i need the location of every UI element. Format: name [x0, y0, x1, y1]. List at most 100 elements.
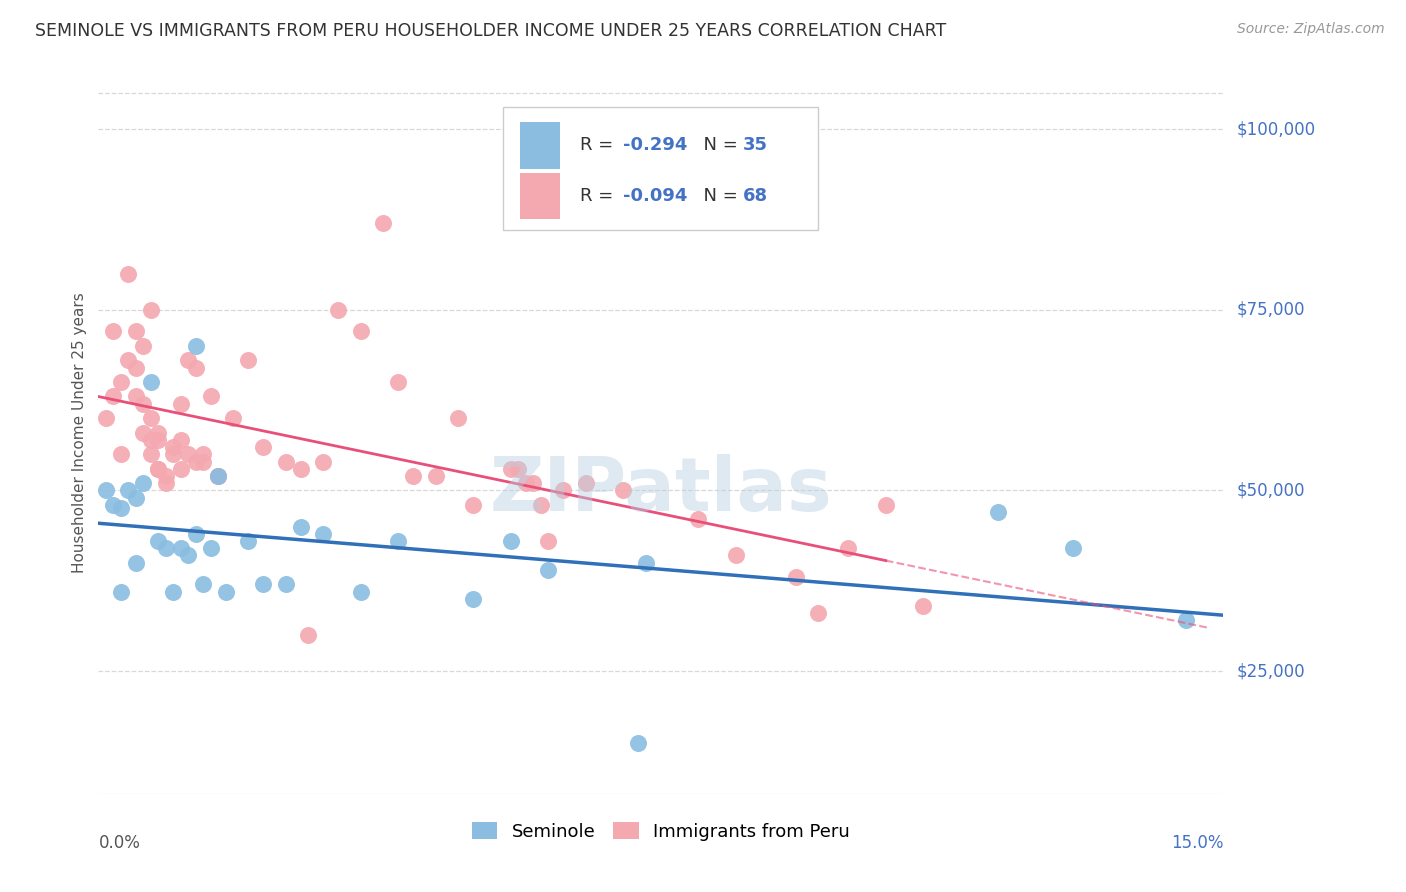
Point: [215, 584, 238, 599]
Point: [785, 570, 807, 584]
Point: [912, 599, 935, 613]
Point: [170, 433, 193, 447]
Point: [1062, 541, 1084, 556]
Point: [688, 512, 710, 526]
Point: [139, 447, 162, 461]
Point: [193, 577, 215, 591]
Point: [807, 607, 830, 621]
Point: [200, 541, 222, 556]
Point: [312, 526, 335, 541]
Point: [155, 476, 177, 491]
Point: [425, 469, 447, 483]
Point: [117, 483, 139, 498]
Point: [193, 454, 215, 468]
Point: [274, 577, 297, 591]
Point: [530, 498, 553, 512]
Text: 35: 35: [742, 136, 768, 154]
Point: [103, 498, 125, 512]
Text: R =: R =: [579, 187, 619, 205]
Point: [177, 447, 200, 461]
Point: [290, 462, 312, 476]
Point: [132, 339, 155, 353]
Point: [1174, 614, 1197, 628]
Point: [162, 447, 184, 461]
Point: [238, 533, 260, 548]
Text: $50,000: $50,000: [1237, 482, 1306, 500]
Text: 68: 68: [742, 187, 768, 205]
Point: [139, 375, 162, 389]
Text: $25,000: $25,000: [1237, 662, 1306, 680]
Point: [222, 411, 245, 425]
Point: [117, 353, 139, 368]
Point: [155, 469, 177, 483]
Point: [447, 411, 470, 425]
Text: Source: ZipAtlas.com: Source: ZipAtlas.com: [1237, 22, 1385, 37]
Point: [987, 505, 1010, 519]
Point: [184, 339, 207, 353]
Point: [110, 501, 132, 516]
Point: [252, 440, 274, 454]
FancyBboxPatch shape: [520, 172, 560, 219]
Point: [297, 628, 319, 642]
Point: [125, 556, 148, 570]
Point: [274, 454, 297, 468]
Text: N =: N =: [692, 136, 744, 154]
Point: [139, 411, 162, 425]
Text: R =: R =: [579, 136, 619, 154]
Point: [132, 397, 155, 411]
Point: [252, 577, 274, 591]
Point: [627, 736, 650, 750]
Point: [94, 483, 117, 498]
Point: [207, 469, 229, 483]
Point: [132, 476, 155, 491]
Point: [515, 476, 537, 491]
Text: 0.0%: 0.0%: [98, 834, 141, 852]
Point: [634, 556, 657, 570]
Point: [125, 389, 148, 403]
Point: [837, 541, 859, 556]
Text: -0.294: -0.294: [623, 136, 688, 154]
Point: [162, 440, 184, 454]
Point: [117, 267, 139, 281]
Point: [575, 476, 598, 491]
Point: [148, 462, 170, 476]
Point: [875, 498, 897, 512]
Point: [312, 454, 335, 468]
Point: [207, 469, 229, 483]
Point: [170, 541, 193, 556]
Point: [553, 483, 575, 498]
Point: [103, 389, 125, 403]
Text: SEMINOLE VS IMMIGRANTS FROM PERU HOUSEHOLDER INCOME UNDER 25 YEARS CORRELATION C: SEMINOLE VS IMMIGRANTS FROM PERU HOUSEHO…: [35, 22, 946, 40]
Point: [125, 360, 148, 375]
Point: [184, 360, 207, 375]
Point: [184, 526, 207, 541]
Point: [328, 302, 350, 317]
Point: [350, 325, 373, 339]
Point: [463, 591, 485, 606]
Point: [177, 353, 200, 368]
Point: [94, 411, 117, 425]
Point: [125, 325, 148, 339]
Point: [238, 353, 260, 368]
Point: [132, 425, 155, 440]
Point: [290, 519, 312, 533]
Point: [139, 302, 162, 317]
Text: N =: N =: [692, 187, 744, 205]
Point: [387, 533, 409, 548]
Point: [177, 549, 200, 563]
Legend: Seminole, Immigrants from Peru: Seminole, Immigrants from Peru: [463, 813, 859, 850]
Point: [148, 462, 170, 476]
Point: [110, 375, 132, 389]
Point: [148, 433, 170, 447]
Text: 15.0%: 15.0%: [1171, 834, 1223, 852]
Text: ZIPatlas: ZIPatlas: [489, 454, 832, 527]
Point: [373, 216, 395, 230]
Text: -0.094: -0.094: [623, 187, 688, 205]
Point: [612, 483, 634, 498]
Point: [148, 533, 170, 548]
Point: [350, 584, 373, 599]
FancyBboxPatch shape: [520, 122, 560, 169]
Point: [537, 563, 560, 577]
Point: [200, 389, 222, 403]
Point: [103, 325, 125, 339]
